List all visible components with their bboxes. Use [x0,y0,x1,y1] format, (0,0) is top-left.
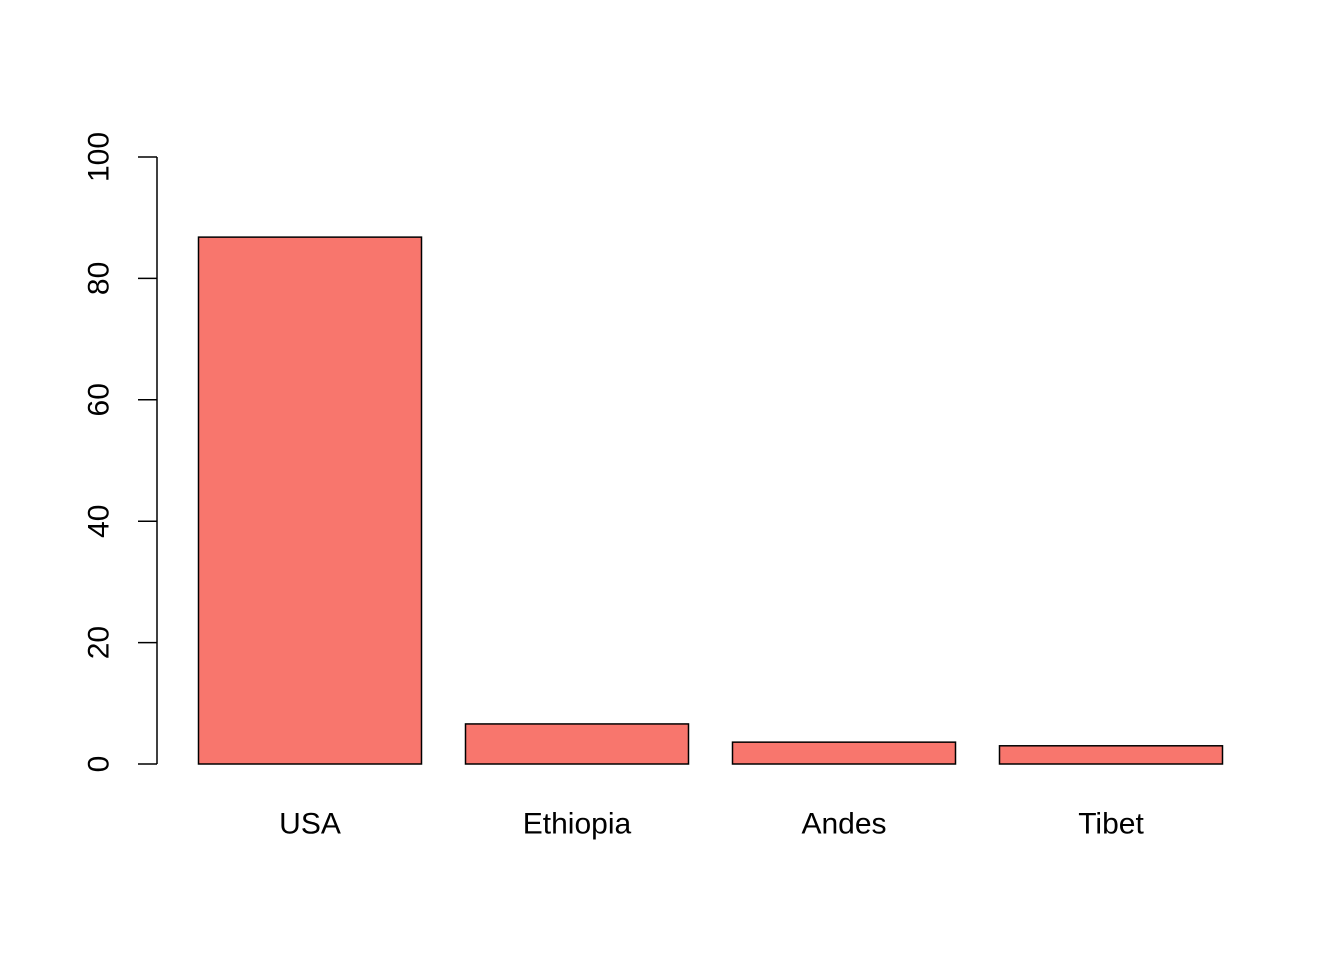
bar-ethiopia [464,723,690,765]
y-tick-label: 40 [83,505,116,538]
y-axis: 0 20 40 60 80 100 [83,132,158,772]
y-tick-label: 20 [83,626,116,659]
x-tick-label: Tibet [1078,808,1144,841]
y-tick-label: 60 [83,383,116,416]
x-tick-label: Ethiopia [523,808,632,841]
y-tick-label: 100 [83,132,116,182]
x-axis-labels: USA Ethiopia Andes Tibet [279,808,1144,841]
bar-usa [197,236,423,765]
bar-tibet [998,745,1224,765]
bars-group [197,236,1224,765]
x-tick-label: Andes [801,808,886,841]
y-tick-label: 0 [83,756,116,773]
y-tick-label: 80 [83,262,116,295]
x-tick-label: USA [279,808,341,841]
bar-andes [731,741,957,765]
